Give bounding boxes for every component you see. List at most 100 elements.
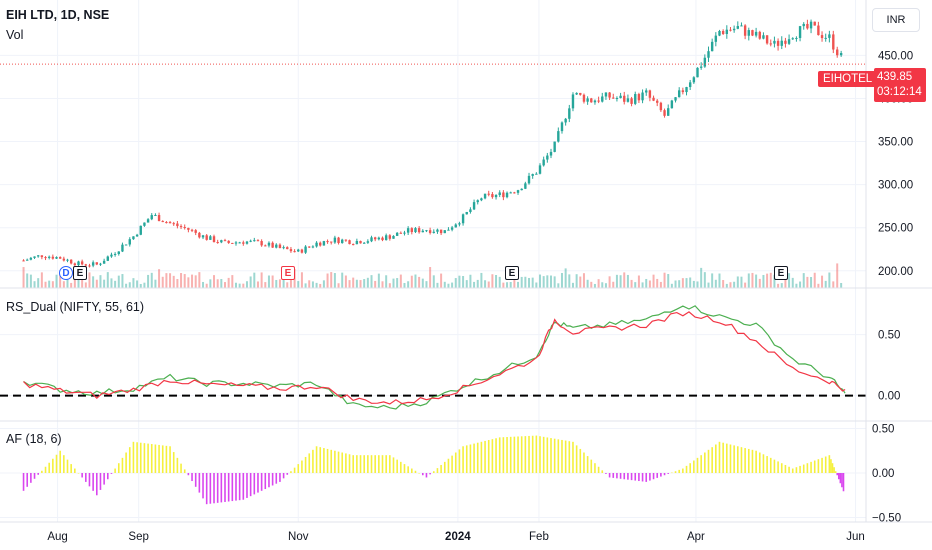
- af-bar: [557, 439, 560, 473]
- candle-body: [436, 229, 439, 232]
- candle-body: [249, 240, 252, 242]
- volume-bar: [396, 278, 399, 288]
- af-bar: [524, 436, 527, 473]
- volume-bar: [73, 276, 76, 288]
- af-bar: [454, 452, 457, 473]
- candle-body: [33, 256, 36, 258]
- af-bar: [817, 459, 820, 473]
- candle-body: [820, 35, 824, 39]
- earnings-marker-nov[interactable]: E: [281, 266, 295, 280]
- af-bar: [634, 473, 637, 481]
- candle-body: [447, 229, 450, 231]
- af-bar: [718, 441, 721, 473]
- af-bar: [136, 442, 138, 473]
- volume-bar: [802, 273, 805, 288]
- volume-bar: [388, 283, 391, 288]
- af-bar: [674, 471, 677, 473]
- candle-body: [362, 242, 366, 244]
- volume-bar: [840, 282, 843, 288]
- af-bar: [128, 447, 131, 473]
- candle-body: [58, 257, 62, 259]
- volume-bar: [685, 278, 688, 288]
- af-bar: [389, 455, 391, 473]
- volume-bar: [766, 273, 769, 288]
- volume-bar: [333, 273, 336, 288]
- volume-bar: [692, 280, 695, 288]
- candle-body: [524, 183, 527, 189]
- af-bar: [158, 444, 160, 473]
- candle-body: [619, 95, 622, 99]
- af-bar: [722, 442, 724, 473]
- price-pane[interactable]: [0, 19, 866, 288]
- candle-body: [286, 247, 289, 250]
- candle-body: [641, 92, 644, 101]
- volume-bar: [495, 274, 498, 288]
- candle-body: [608, 92, 611, 98]
- volume-bar: [462, 276, 465, 288]
- candle-body: [128, 239, 131, 245]
- af-bar: [180, 463, 182, 473]
- volume-bar: [590, 281, 593, 288]
- candle-body: [513, 192, 516, 194]
- candle-body: [754, 31, 758, 36]
- af-bar: [594, 463, 596, 473]
- volume-bar: [795, 283, 798, 288]
- candle-body: [612, 97, 615, 99]
- candle-body: [652, 97, 655, 101]
- candle-body: [289, 249, 293, 252]
- volume-bar: [564, 268, 567, 288]
- candle-body: [51, 256, 55, 259]
- volume-bar: [392, 278, 395, 288]
- af-bar: [268, 473, 270, 488]
- af-bar: [616, 473, 618, 479]
- volume-bar: [828, 272, 831, 288]
- candle-body: [205, 235, 208, 240]
- volume-bar: [344, 275, 347, 288]
- volume-bar: [509, 282, 512, 288]
- af-bar: [275, 473, 278, 484]
- volume-bar: [304, 283, 307, 288]
- candle-body: [238, 242, 241, 244]
- af-bar: [235, 473, 237, 501]
- af-bar: [425, 473, 428, 478]
- candle-body: [740, 25, 743, 27]
- af-bar: [282, 473, 285, 479]
- volume-bar: [667, 274, 670, 288]
- candle-body: [216, 242, 219, 244]
- candle-body: [784, 40, 787, 44]
- af-bar: [693, 460, 695, 473]
- af-bar: [517, 436, 519, 473]
- currency-button[interactable]: INR: [872, 8, 920, 32]
- volume-bar: [575, 274, 578, 288]
- af-bar: [462, 446, 464, 473]
- candle-body: [568, 108, 571, 119]
- earnings-marker-may[interactable]: E: [774, 266, 788, 280]
- volume-bar: [315, 282, 318, 288]
- af-bar: [663, 473, 666, 476]
- af-bar: [572, 441, 574, 473]
- af-bar: [63, 455, 65, 473]
- dividend-marker[interactable]: D: [59, 266, 73, 280]
- af-bar: [319, 447, 322, 473]
- af-bar: [161, 445, 164, 473]
- rs-dual-pane[interactable]: [0, 305, 866, 410]
- af-bar: [605, 473, 607, 474]
- earnings-marker-feb[interactable]: E: [505, 266, 519, 280]
- af-bar: [447, 458, 450, 473]
- af-bar: [833, 467, 835, 473]
- af-bar: [114, 468, 116, 473]
- candle-body: [110, 254, 113, 257]
- candle-body: [736, 26, 740, 29]
- af-bar: [33, 473, 36, 479]
- earnings-marker-aug[interactable]: E: [73, 266, 87, 280]
- af-bar: [627, 473, 629, 480]
- af-bar: [334, 450, 336, 473]
- candle-body: [190, 229, 194, 231]
- af-pane[interactable]: [22, 435, 845, 505]
- volume-bar: [630, 279, 633, 288]
- volume-bar: [59, 272, 62, 288]
- af-bar: [191, 473, 193, 482]
- af-bar: [308, 453, 311, 473]
- af-bar: [608, 473, 611, 478]
